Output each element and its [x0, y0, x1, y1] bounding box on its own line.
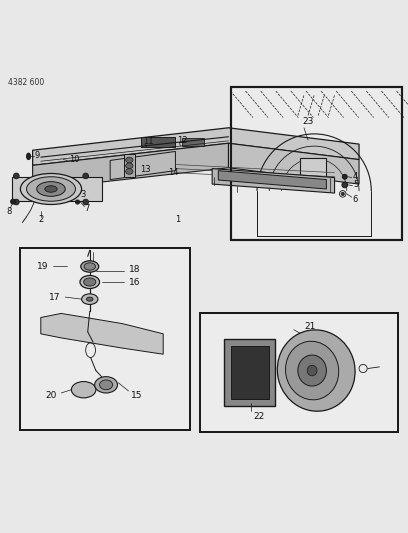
Ellipse shape [13, 199, 19, 205]
Bar [231, 87, 402, 240]
Text: 21: 21 [304, 322, 316, 331]
Polygon shape [12, 177, 102, 201]
Text: 19: 19 [37, 262, 49, 271]
Polygon shape [228, 143, 359, 184]
Ellipse shape [75, 200, 80, 204]
Ellipse shape [45, 185, 57, 192]
Ellipse shape [11, 199, 16, 204]
Ellipse shape [95, 377, 118, 393]
Polygon shape [33, 143, 228, 190]
Text: 15: 15 [131, 391, 142, 400]
Text: 3: 3 [80, 190, 86, 199]
Text: 16: 16 [129, 278, 140, 287]
Text: 23: 23 [302, 117, 314, 126]
Polygon shape [224, 338, 275, 407]
Bar [124, 154, 135, 177]
Ellipse shape [84, 263, 95, 270]
Text: 20: 20 [45, 391, 57, 400]
Ellipse shape [126, 163, 133, 168]
Ellipse shape [83, 199, 89, 205]
Ellipse shape [341, 192, 344, 196]
Text: 14: 14 [168, 168, 179, 177]
Ellipse shape [277, 330, 355, 411]
Text: 5: 5 [353, 180, 358, 189]
Text: 1: 1 [175, 215, 180, 224]
Polygon shape [41, 313, 163, 354]
Text: 18: 18 [129, 265, 140, 274]
Ellipse shape [37, 182, 65, 196]
Bar [141, 137, 175, 147]
Text: 7: 7 [84, 205, 89, 214]
Ellipse shape [126, 157, 133, 163]
Text: 4: 4 [353, 172, 357, 181]
Text: 6: 6 [352, 195, 358, 204]
Text: 13: 13 [140, 165, 151, 174]
Bar [182, 138, 204, 146]
Ellipse shape [342, 174, 347, 179]
Bar [200, 313, 398, 432]
Ellipse shape [82, 294, 98, 304]
Text: 9: 9 [34, 151, 39, 160]
Bar [300, 158, 326, 181]
Text: 11: 11 [143, 137, 153, 146]
Bar [200, 313, 398, 432]
Ellipse shape [100, 380, 113, 390]
Text: 17: 17 [49, 293, 61, 302]
Ellipse shape [71, 382, 96, 398]
Ellipse shape [298, 355, 326, 386]
Bar [141, 137, 175, 147]
Polygon shape [218, 171, 326, 189]
Ellipse shape [27, 153, 31, 159]
Ellipse shape [20, 173, 82, 205]
Text: 12: 12 [177, 136, 188, 145]
Polygon shape [231, 346, 269, 399]
Ellipse shape [342, 182, 348, 188]
Text: 2: 2 [38, 215, 43, 224]
Bar [20, 248, 190, 430]
Polygon shape [33, 128, 359, 165]
Text: 4382 600: 4382 600 [9, 78, 44, 86]
Ellipse shape [286, 341, 339, 400]
Polygon shape [110, 151, 175, 180]
Ellipse shape [80, 276, 100, 288]
Ellipse shape [83, 173, 89, 179]
Ellipse shape [13, 173, 19, 179]
Text: 10: 10 [69, 155, 80, 164]
Ellipse shape [307, 365, 317, 376]
Ellipse shape [81, 261, 99, 272]
Bar [231, 87, 402, 240]
Ellipse shape [84, 278, 96, 286]
Ellipse shape [27, 177, 75, 201]
Bar [20, 248, 190, 430]
Text: 22: 22 [253, 411, 265, 421]
Ellipse shape [86, 297, 93, 301]
Text: 8: 8 [6, 207, 12, 216]
Ellipse shape [126, 168, 133, 174]
Polygon shape [212, 168, 335, 193]
